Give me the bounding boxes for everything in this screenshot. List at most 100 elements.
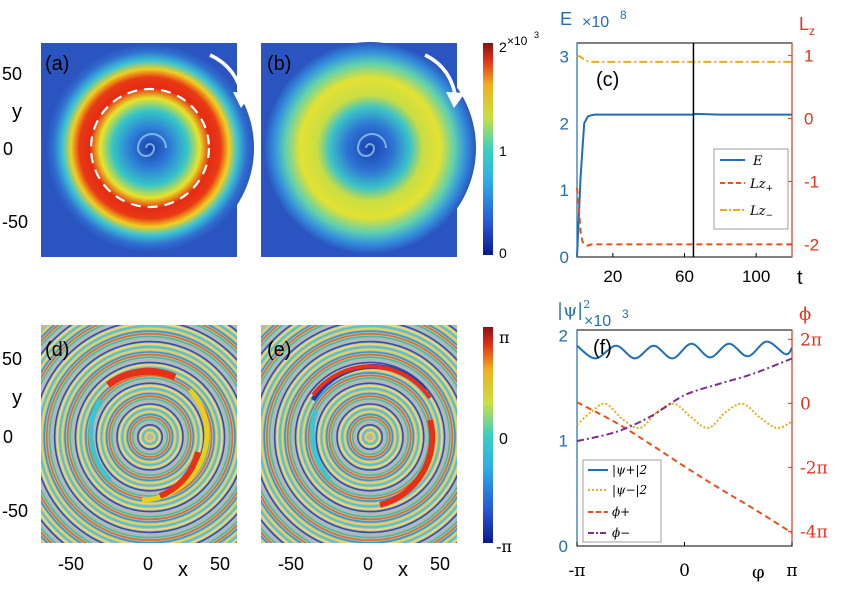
panel-label-d: (d) (45, 339, 69, 361)
y-tick-left-label: 1 (560, 181, 569, 200)
phase-ring (144, 431, 156, 443)
series-|ψ+|^2 (576, 340, 793, 360)
phase-ring (302, 369, 438, 505)
phase-tick-neg-pi: -π (496, 537, 512, 556)
panel-c-exponent-power: 8 (620, 8, 627, 22)
y-tick-right-label: -4π (800, 522, 828, 542)
phase-ring (325, 392, 415, 482)
phase-ring (328, 395, 412, 479)
panel-c-xlabel: t (797, 267, 803, 289)
panel-label-a: (a) (45, 53, 69, 75)
phase-ring (338, 405, 402, 469)
phase-ring (134, 421, 166, 453)
phase-ring (279, 346, 457, 528)
phase-ring (113, 400, 187, 474)
phase-ring (105, 392, 195, 482)
panel-f-ylabel-right: ϕ (799, 304, 811, 325)
panel-label-b: (b) (267, 53, 291, 75)
phase-ring (124, 410, 177, 463)
y-tick-neg50-bottom: -50 (2, 501, 28, 521)
x-tick-label: 100 (742, 267, 770, 286)
series-|ψ-|^2 (576, 402, 793, 430)
phase-ring (137, 423, 164, 450)
y-tick-right-label: -2π (800, 458, 828, 478)
series-Lz+ (576, 187, 792, 247)
x-tick-label: π (786, 561, 797, 581)
phase-ring (100, 387, 200, 487)
y-tick-left-label: 0 (560, 248, 569, 267)
x-axis-label-e: x (398, 559, 408, 581)
phase-ring (362, 429, 378, 445)
legend-f-phi-minus: ϕ− (612, 526, 630, 540)
y-tick-right-label: 0 (804, 110, 813, 129)
phase-ring (261, 325, 457, 543)
legend-f: |ψ+|2 |ψ−|2 ϕ+ ϕ− (582, 459, 662, 543)
phase-ring (41, 327, 237, 543)
phase-ring (95, 382, 205, 492)
phase-ring (349, 416, 391, 458)
phase-ring (268, 335, 457, 539)
y-axis-label-top: y (12, 101, 22, 123)
legend-c-Lz-minus: Lz− (749, 204, 773, 221)
density-colorbar: 2 ×10 3 1 0 (483, 30, 539, 261)
x-tick-0-e: 0 (363, 554, 373, 574)
y-tick-0-bottom: 0 (3, 427, 13, 447)
colorbar-exponent: ×10 (507, 34, 528, 48)
colorbar-tick-0: 0 (499, 245, 507, 261)
phase-ring (359, 426, 381, 448)
phase-ring (48, 335, 237, 539)
phase-ring (139, 426, 161, 448)
x-tick-label: 20 (603, 267, 622, 286)
phase-ring (286, 353, 454, 521)
phase-ring (74, 361, 226, 513)
phase-ring (118, 405, 182, 469)
phase-ring (315, 382, 425, 492)
phase-ring (333, 400, 407, 474)
series-phi- (576, 357, 793, 443)
legend-f-psi-plus: |ψ+|2 (612, 463, 647, 477)
phase-ring (98, 384, 203, 489)
y-tick-left-label: 2 (560, 114, 569, 133)
panel-f-xlabel: φ (752, 562, 765, 583)
phase-tick-0: 0 (499, 431, 508, 448)
x-tick-50-d: 50 (210, 554, 230, 574)
y-tick-left-label: 2 (559, 326, 568, 345)
y-tick-right-label: 0 (800, 394, 811, 414)
y-tick-right-label: -2 (804, 235, 819, 254)
phase-ring (53, 340, 237, 534)
y-tick-left-label: 3 (560, 47, 569, 66)
phase-ring (281, 348, 457, 526)
x-axis-label-d: x (178, 559, 188, 581)
phase-ring (330, 397, 409, 476)
phase-ring (108, 395, 192, 479)
phase-ring (294, 361, 446, 513)
panel-d-phase-map (41, 325, 237, 543)
phase-ring (291, 358, 448, 515)
phase-ring (51, 338, 237, 536)
phase-ring (43, 330, 237, 543)
phase-ring (317, 384, 422, 489)
panel-c-exponent: ×10 (582, 14, 609, 31)
phase-ring (263, 330, 457, 543)
y-tick-right-label: 2π (800, 330, 822, 350)
colorbar-tick-2: 2 (499, 39, 507, 55)
phase-ring (129, 416, 171, 458)
series-phi+ (576, 401, 793, 534)
phase-ring (271, 338, 457, 536)
colorbar-tick-1: 1 (499, 143, 507, 159)
panel-f-ylabel-left: |ψ|2 (557, 298, 590, 321)
phase-ring (41, 325, 237, 543)
legend-c: E Lz+ Lz− (713, 148, 789, 230)
phase-ring (69, 356, 231, 518)
phase-ring (284, 351, 456, 523)
phase-ring (116, 403, 184, 471)
series-E (576, 112, 792, 258)
legend-c-E: E (752, 154, 763, 169)
dashed-ring-marker (89, 87, 211, 209)
phase-ring (354, 421, 386, 453)
y-tick-left-label: 1 (559, 432, 568, 451)
phase-ring (341, 408, 399, 466)
x-tick-label: 60 (675, 267, 694, 286)
